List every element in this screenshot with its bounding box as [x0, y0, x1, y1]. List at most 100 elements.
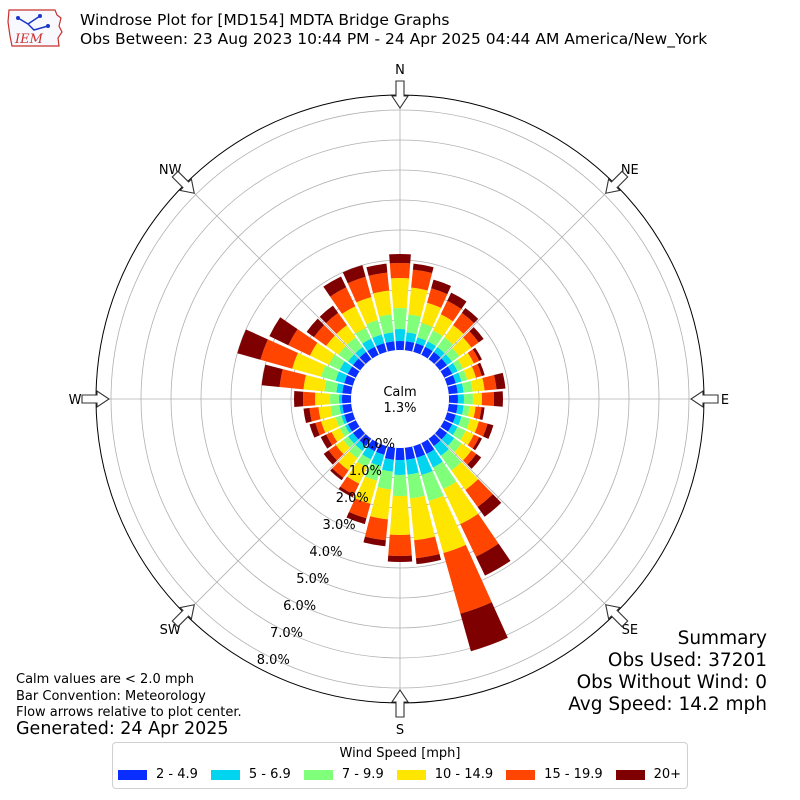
- wind-bar-segment: [349, 444, 363, 459]
- windrose-bars: [237, 254, 511, 652]
- flow-arrow-icon: [690, 389, 719, 409]
- wind-bar-segment: [452, 414, 462, 426]
- wind-bar-segment: [421, 439, 435, 454]
- wind-bar-segment: [394, 329, 406, 342]
- wind-bar-segment: [462, 405, 470, 417]
- wind-bar-segment: [355, 327, 371, 344]
- wind-bar-segment: [355, 347, 367, 358]
- wind-bar-segment: [453, 312, 475, 334]
- wind-bar-segment: [477, 494, 502, 517]
- wind-bar-segment: [366, 320, 382, 338]
- grid-ring: [200, 199, 600, 599]
- wind-bar-segment: [415, 554, 442, 565]
- wind-bar-segment: [342, 403, 353, 414]
- compass-label: S: [396, 723, 404, 738]
- wind-bar-segment: [440, 420, 453, 432]
- wind-bar-segment: [330, 393, 340, 405]
- wind-bar-segment: [447, 292, 467, 309]
- wind-bar-segment: [338, 451, 358, 471]
- wind-bar-segment: [417, 322, 433, 341]
- wind-bar-segment: [447, 424, 458, 436]
- wind-bar-segment: [409, 495, 436, 541]
- wind-bar-segment: [330, 468, 344, 481]
- wind-bar-segment: [466, 418, 479, 433]
- wind-bar-segment: [318, 405, 333, 420]
- wind-bar-segment: [473, 406, 482, 420]
- grid-spoke: [184, 183, 366, 365]
- wind-bar-segment: [388, 534, 412, 557]
- wind-bar-segment: [319, 305, 339, 324]
- grid-ring: [230, 229, 570, 569]
- wind-bar-segment: [426, 449, 443, 468]
- wind-bar-segment: [433, 347, 445, 358]
- wind-bar-segment: [347, 420, 360, 432]
- wind-bar-segment: [440, 449, 462, 471]
- wind-bar-segment: [373, 290, 392, 317]
- flow-arrow-icon: [390, 689, 410, 718]
- legend-swatch: [615, 769, 645, 780]
- chart-subtitle: Obs Between: 23 Aug 2023 10:44 PM - 24 A…: [80, 30, 708, 48]
- wind-bar-segment: [261, 364, 283, 387]
- wind-bar-segment: [462, 331, 479, 348]
- wind-bar-segment: [389, 254, 411, 264]
- wind-bar-segment: [472, 364, 482, 378]
- wind-bar-segment: [465, 479, 493, 508]
- calm-value: 1.3%: [383, 401, 416, 416]
- flow-arrow-icon: [605, 170, 629, 194]
- wind-bar-segment: [447, 403, 458, 414]
- wind-bar-segment: [341, 414, 348, 425]
- wind-bar-segment: [381, 458, 394, 472]
- wind-bar-segment: [347, 276, 372, 303]
- wind-bar-segment: [346, 512, 367, 525]
- wind-bar-segment: [405, 332, 417, 343]
- compass-label: W: [69, 393, 82, 408]
- wind-bar-segment: [467, 453, 482, 469]
- wind-bar-segment: [412, 263, 434, 274]
- wind-bar-segment: [321, 417, 339, 433]
- wind-bar-segment: [331, 428, 345, 442]
- wind-bar-segment: [359, 434, 372, 447]
- wind-bar-segment: [460, 602, 508, 652]
- wind-bar-segment: [326, 335, 346, 355]
- legend-swatch: [210, 769, 240, 780]
- compass-label: E: [721, 393, 729, 408]
- wind-bar-segment: [356, 296, 378, 325]
- wind-bar-segment: [452, 372, 462, 384]
- legend-swatch: [118, 769, 147, 780]
- wind-bar-segment: [306, 318, 325, 338]
- wind-bar-segment: [452, 359, 464, 372]
- wind-bar-segment: [347, 366, 360, 378]
- wind-bar-segment: [461, 308, 479, 324]
- wind-bar-segment: [456, 404, 464, 415]
- wind-bar-segment: [481, 391, 494, 407]
- wind-bar-segment: [342, 265, 366, 284]
- wind-bar-segment: [368, 272, 390, 294]
- logo-text: IEM: [14, 32, 44, 47]
- grid-ring: [110, 109, 690, 689]
- wind-bar-segment: [347, 461, 368, 484]
- wind-bar-segment: [390, 278, 410, 309]
- bar-convention-note: Bar Convention: Meteorology: [16, 689, 206, 704]
- wind-bar-segment: [303, 375, 327, 392]
- legend-title: Wind Speed [mph]: [339, 746, 461, 761]
- wind-bar-segment: [407, 472, 425, 499]
- legend-item: 20+: [615, 767, 682, 782]
- wind-bar-segment: [379, 314, 394, 335]
- summary-heading: Summary: [677, 628, 767, 649]
- flow-arrows-note: Flow arrows relative to plot center.: [16, 705, 242, 720]
- wind-bar-segment: [348, 498, 371, 519]
- wind-bar-segment: [477, 362, 485, 376]
- radial-tick-label: 0.0%: [362, 437, 395, 452]
- radial-tick-label: 1.0%: [349, 464, 382, 479]
- wind-bar-segment: [441, 354, 452, 366]
- wind-bar-segment: [472, 437, 482, 451]
- wind-bar-segment: [493, 372, 506, 390]
- legend-label: 20+: [653, 767, 682, 782]
- wind-bar-segment: [428, 434, 441, 447]
- wind-bar-segment: [444, 412, 456, 423]
- wind-bar-segment: [279, 369, 307, 390]
- legend-items: 2 - 4.9 5 - 6.9 7 - 9.9 10 - 14.9 15 - 1…: [118, 767, 682, 782]
- wind-bar-segment: [338, 486, 355, 498]
- wind-bar-segment: [421, 471, 444, 502]
- wind-bar-segment: [404, 446, 416, 460]
